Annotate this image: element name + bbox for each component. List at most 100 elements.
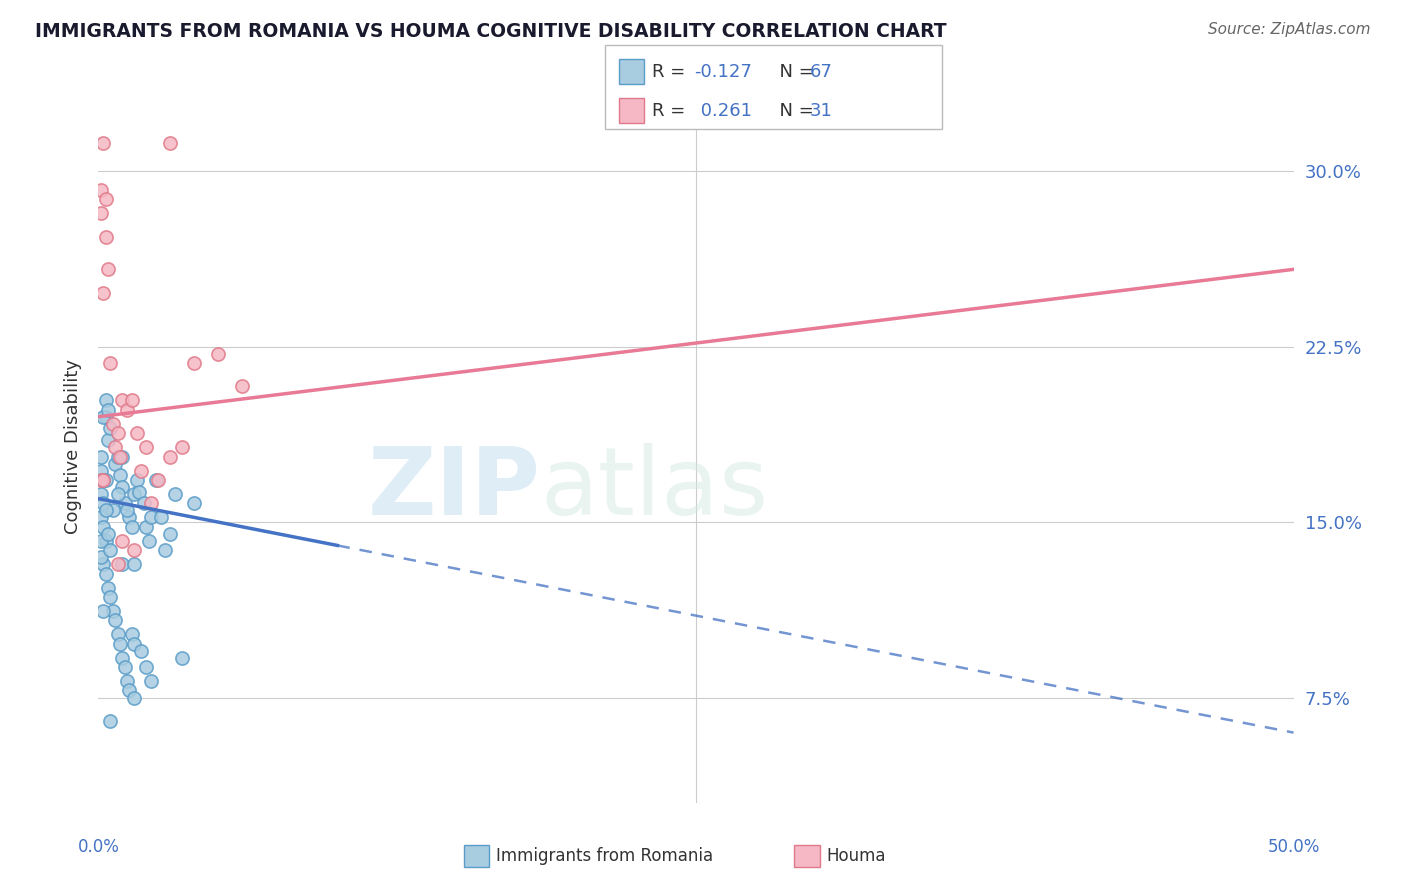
Point (91, 473, 114, 487)
Point (91, 519, 114, 533)
Point (111, 480, 134, 494)
Point (90, 487, 112, 501)
Text: 50.0%: 50.0% (1267, 838, 1320, 856)
Point (114, 496, 136, 510)
Point (91, 409, 114, 424)
Point (98, 356, 122, 370)
Point (121, 627, 143, 641)
Point (91, 557, 114, 571)
Point (108, 450, 131, 464)
Text: Immigrants from Romania: Immigrants from Romania (496, 847, 713, 865)
Point (107, 487, 129, 501)
Point (231, 379, 253, 393)
Point (172, 650, 194, 665)
Point (124, 637, 146, 651)
Point (91, 496, 114, 510)
Point (94, 192, 117, 206)
Point (135, 440, 157, 454)
Point (94, 229, 117, 244)
Point (132, 496, 155, 510)
Point (135, 519, 157, 533)
Point (159, 136, 181, 150)
Point (149, 510, 172, 524)
Point (139, 674, 162, 689)
Point (121, 393, 143, 408)
Point (94, 393, 117, 408)
Text: 31: 31 (810, 102, 832, 120)
Point (94, 566, 117, 581)
Point (98, 590, 122, 604)
Point (111, 450, 134, 464)
Point (114, 660, 136, 674)
Point (101, 417, 124, 431)
Y-axis label: Cognitive Disability: Cognitive Disability (65, 359, 83, 533)
Text: 0.261: 0.261 (695, 102, 752, 120)
Point (124, 557, 146, 571)
Point (183, 496, 205, 510)
Point (91, 285, 114, 300)
Point (91, 604, 114, 618)
Point (97, 402, 120, 417)
Text: -0.127: -0.127 (695, 62, 752, 80)
Point (94, 409, 117, 424)
Point (172, 440, 194, 454)
Point (131, 644, 153, 658)
Text: Houma: Houma (827, 847, 886, 865)
Point (98, 421, 122, 435)
Point (98, 543, 122, 558)
Point (207, 346, 229, 360)
Text: R =: R = (652, 62, 692, 80)
Point (125, 426, 148, 441)
Text: 67: 67 (810, 62, 832, 80)
Text: N =: N = (768, 62, 820, 80)
Point (104, 440, 127, 454)
Point (104, 457, 127, 471)
Point (108, 637, 131, 651)
Point (90, 450, 112, 464)
Point (90, 183, 112, 197)
Point (131, 464, 153, 478)
Point (107, 426, 129, 441)
Point (90, 533, 112, 548)
Point (101, 503, 124, 517)
Point (159, 450, 181, 464)
Point (91, 473, 114, 487)
Point (90, 473, 112, 487)
Text: Source: ZipAtlas.com: Source: ZipAtlas.com (1208, 22, 1371, 37)
Point (145, 473, 167, 487)
Point (159, 526, 181, 541)
Point (155, 543, 177, 558)
Point (118, 683, 141, 698)
Point (163, 487, 186, 501)
Text: N =: N = (768, 102, 820, 120)
Point (124, 487, 146, 501)
Point (101, 604, 124, 618)
Point (90, 206, 112, 220)
Point (91, 136, 114, 150)
Text: atlas: atlas (541, 442, 769, 535)
Point (139, 496, 162, 510)
Point (111, 533, 134, 548)
Point (128, 484, 150, 499)
Point (111, 557, 134, 571)
Point (139, 510, 162, 524)
Point (107, 450, 129, 464)
Point (111, 393, 134, 408)
Point (107, 557, 129, 571)
Point (90, 464, 112, 478)
Point (115, 402, 138, 417)
Point (98, 714, 122, 728)
Point (107, 627, 129, 641)
Point (90, 510, 112, 524)
Point (94, 473, 117, 487)
Point (108, 468, 131, 483)
Point (111, 650, 134, 665)
Point (115, 674, 138, 689)
Point (124, 690, 146, 705)
Point (121, 519, 143, 533)
Text: 0.0%: 0.0% (77, 838, 120, 856)
Text: ZIP: ZIP (368, 442, 541, 535)
Point (183, 356, 205, 370)
Point (94, 503, 117, 517)
Point (97, 581, 120, 595)
